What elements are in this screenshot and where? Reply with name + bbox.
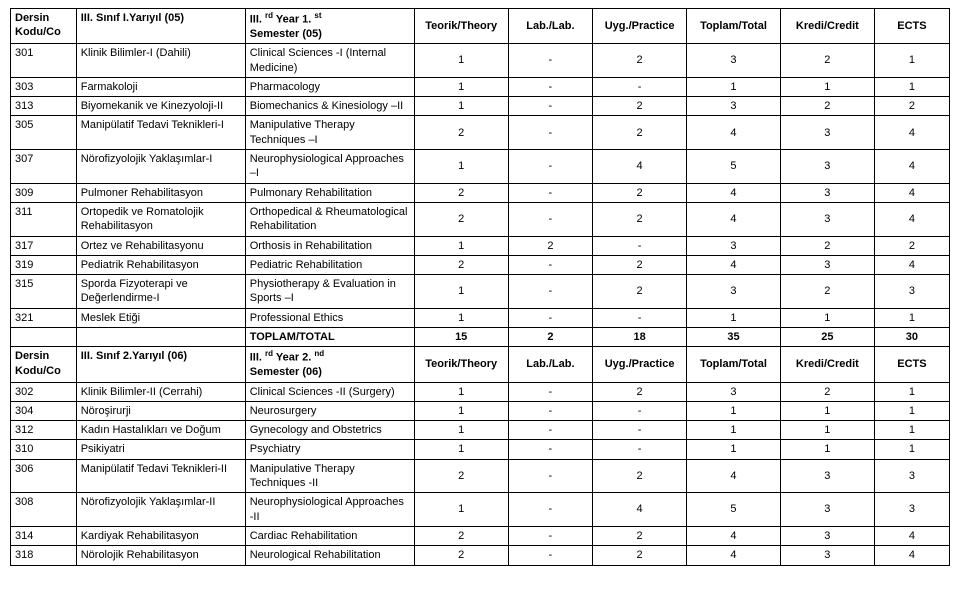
course-row: 302Klinik Bilimler-II (Cerrahi)Clinical … [11, 382, 950, 401]
course-row: 311Ortopedik ve Romatolojik Rehabilitasy… [11, 202, 950, 236]
course-row: 308Nörofizyolojik Yaklaşımlar-IINeurophy… [11, 493, 950, 527]
curriculum-table: DersinKodu/CoIII. Sınıf I.Yarıyıl (05)II… [10, 8, 950, 566]
course-row: 315Sporda Fizyoterapi ve Değerlendirme-I… [11, 275, 950, 309]
course-row: 310PsikiyatriPsychiatry1--111 [11, 440, 950, 459]
course-row: 309Pulmoner RehabilitasyonPulmonary Reha… [11, 183, 950, 202]
course-row: 313Biyomekanik ve Kinezyoloji-IIBiomecha… [11, 97, 950, 116]
course-row: 314Kardiyak RehabilitasyonCardiac Rehabi… [11, 526, 950, 545]
course-row: 304NöroşirurjiNeurosurgery1--111 [11, 401, 950, 420]
course-row: 306Manipülatif Tedavi Teknikleri-IIManip… [11, 459, 950, 493]
course-row: 305Manipülatif Tedavi Teknikleri-IManipu… [11, 116, 950, 150]
course-row: 303FarmakolojiPharmacology1--111 [11, 77, 950, 96]
course-row: 318Nörolojik RehabilitasyonNeurological … [11, 546, 950, 565]
course-row: 312Kadın Hastalıkları ve DoğumGynecology… [11, 421, 950, 440]
semester-05-header: DersinKodu/CoIII. Sınıf I.Yarıyıl (05)II… [11, 9, 950, 44]
course-row: 301Klinik Bilimler-I (Dahili)Clinical Sc… [11, 44, 950, 78]
course-row: 307Nörofizyolojik Yaklaşımlar-INeurophys… [11, 150, 950, 184]
course-row: 319Pediatrik RehabilitasyonPediatric Reh… [11, 255, 950, 274]
total-row: TOPLAM/TOTAL15218352530 [11, 328, 950, 347]
course-row: 317Ortez ve RehabilitasyonuOrthosis in R… [11, 236, 950, 255]
course-row: 321Meslek EtiğiProfessional Ethics1--111 [11, 308, 950, 327]
semester-06-header: DersinKodu/CoIII. Sınıf 2.Yarıyıl (06)II… [11, 347, 950, 382]
